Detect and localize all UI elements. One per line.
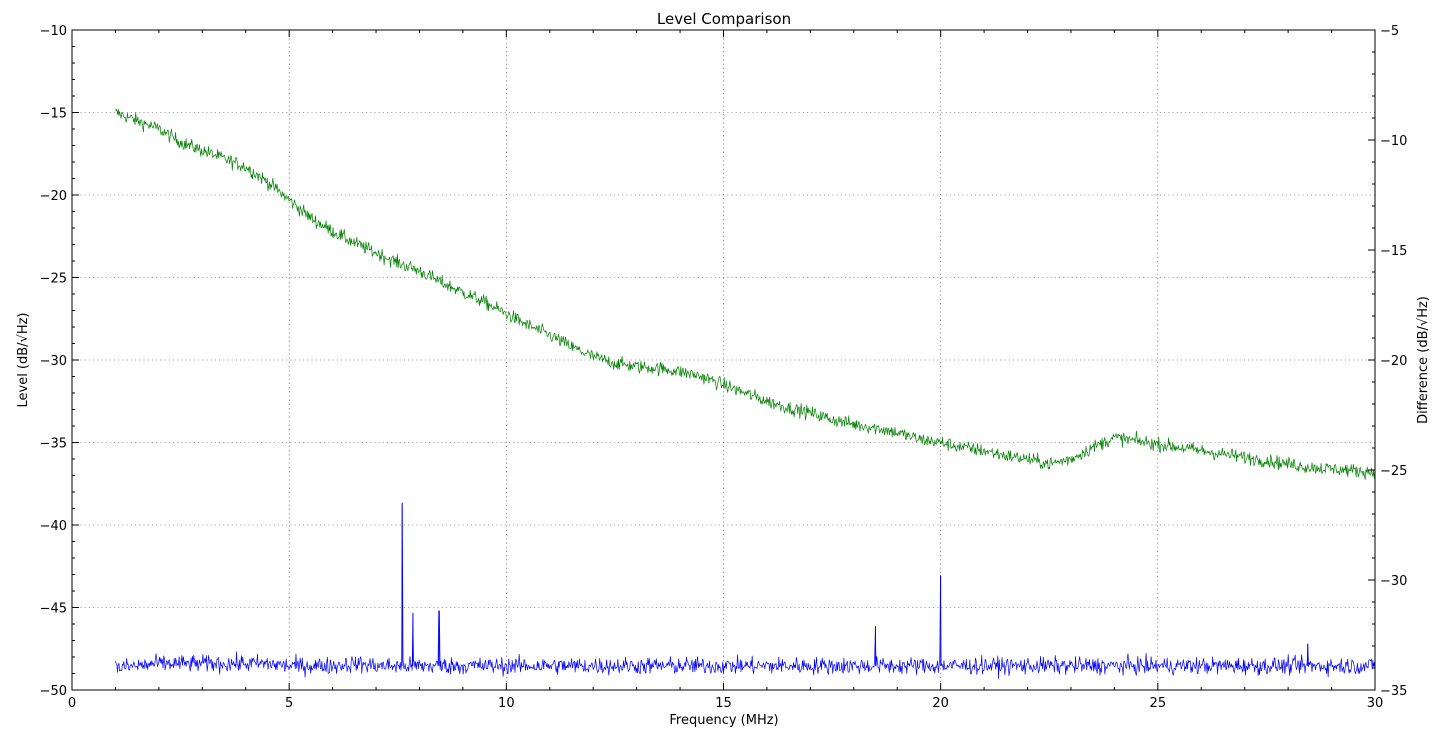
x-tick-label: 15 — [715, 696, 732, 711]
y-tick-label-left: −15 — [40, 107, 67, 122]
y-tick-label-left: −25 — [40, 272, 67, 287]
y-tick-label-left: −30 — [40, 354, 67, 369]
data-layer — [115, 108, 1376, 679]
x-tick-label: 25 — [1150, 696, 1167, 711]
x-tick-label: 5 — [285, 696, 293, 711]
x-axis-title: Frequency (MHz) — [669, 713, 778, 728]
y-tick-label-right: −35 — [1380, 684, 1407, 699]
series-line-2 — [115, 502, 1376, 679]
y-tick-label-left: −40 — [40, 519, 67, 534]
x-tick-label: 0 — [68, 696, 76, 711]
y-tick-label-right: −5 — [1380, 24, 1399, 39]
y-tick-label-left: −10 — [40, 24, 67, 39]
series-line-1 — [115, 108, 1376, 481]
y-tick-label-right: −15 — [1380, 244, 1407, 259]
y-tick-label-left: −50 — [40, 684, 67, 699]
y-tick-label-right: −30 — [1380, 574, 1407, 589]
chart-title: Level Comparison — [657, 10, 791, 28]
y-tick-label-left: −35 — [40, 437, 67, 452]
y-axis-title-right: Difference (dB/√Hz) — [1416, 296, 1431, 424]
y-tick-label-right: −10 — [1380, 134, 1407, 149]
ticks: 0 5 10 15 20 25 30 −50 −45 −40 −35 −30 −25 −20 −15 −10 −… — [40, 24, 1408, 711]
y-tick-label-left: −45 — [40, 602, 67, 617]
y-axis-title-left: Level (dB/√Hz) — [16, 312, 31, 407]
grid — [72, 30, 1375, 690]
y-tick-label-right: −25 — [1380, 464, 1407, 479]
x-tick-label: 10 — [498, 696, 515, 711]
y-tick-label-right: −20 — [1380, 354, 1407, 369]
x-tick-label: 30 — [1367, 696, 1384, 711]
x-tick-label: 20 — [932, 696, 949, 711]
y-tick-label-left: −20 — [40, 189, 67, 204]
